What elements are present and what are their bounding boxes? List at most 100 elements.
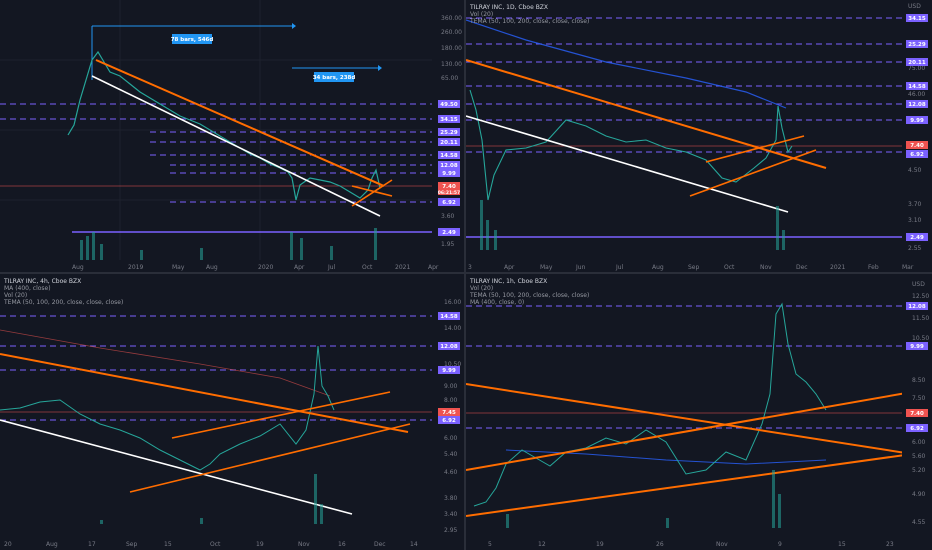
svg-text:4.90: 4.90	[912, 491, 926, 498]
svg-text:9.99: 9.99	[910, 118, 924, 124]
indicator-vol[interactable]: Vol (20)	[470, 11, 494, 18]
time-axis[interactable]: 20 Aug 17 Sep 15 Oct 19 Nov 16 Dec 14	[4, 541, 418, 548]
svg-text:3.70: 3.70	[908, 201, 922, 208]
measure-tool-2[interactable]: 34 bars, 238d	[292, 65, 382, 82]
indicator-tema[interactable]: TEMA (50, 100, 200, close, close, close)	[470, 18, 590, 25]
level-tags: 49.50 34.15 25.29 20.11 14.58 12.08 9.99…	[438, 100, 460, 236]
svg-text:3.40: 3.40	[444, 511, 458, 518]
svg-text:2019: 2019	[128, 264, 143, 271]
indicator-tema[interactable]: TEMA (50, 100, 200, close, close, close)	[470, 292, 590, 299]
svg-text:9.00: 9.00	[444, 383, 458, 390]
tema-line	[466, 19, 787, 109]
svg-text:7.50: 7.50	[912, 395, 926, 402]
chart-pane-4h[interactable]: 16.00 14.00 10.50 9.00 8.00 6.00 5.40 4.…	[0, 274, 464, 550]
chart-legend[interactable]: TILRAY INC, 1D, Cboe BZX Vol (20) TEMA (…	[470, 4, 589, 25]
svg-text:16.00: 16.00	[444, 299, 461, 306]
svg-text:12.08: 12.08	[908, 304, 926, 310]
price-series	[0, 345, 335, 471]
svg-text:9: 9	[778, 541, 782, 548]
time-axis[interactable]: 5 12 19 26 Nov 9 15 23	[488, 541, 894, 548]
level-tags: 14.58 12.08 9.99 7.45 6.92	[438, 312, 460, 424]
svg-text:2021: 2021	[395, 264, 410, 271]
svg-text:Aug: Aug	[652, 264, 664, 271]
svg-text:2.95: 2.95	[444, 527, 458, 534]
pane-divider-horizontal[interactable]	[0, 272, 932, 274]
svg-text:46.00: 46.00	[908, 91, 925, 98]
chart-canvas-4h[interactable]: 16.00 14.00 10.50 9.00 8.00 6.00 5.40 4.…	[0, 274, 464, 550]
svg-text:Oct: Oct	[724, 264, 735, 271]
svg-text:8.00: 8.00	[444, 397, 458, 404]
svg-text:9.99: 9.99	[442, 368, 456, 374]
svg-text:25.29: 25.29	[440, 130, 458, 136]
price-tick: 65.00	[441, 75, 458, 82]
svg-text:25.29: 25.29	[908, 42, 926, 48]
svg-text:14.58: 14.58	[440, 153, 458, 159]
chart-pane-weekly[interactable]: 78 bars, 546d 34 bars, 238d	[0, 0, 464, 272]
chart-pane-daily[interactable]: USD 75.00 46.00 4.50 3.70 3.10 2.55 34.1…	[466, 0, 932, 272]
svg-text:6.00: 6.00	[444, 435, 458, 442]
svg-text:10.50: 10.50	[444, 361, 461, 368]
price-axis[interactable]: USD 12.50 11.50 10.50 8.50 7.50 6.00 5.6…	[902, 274, 932, 536]
svg-text:06:21:57: 06:21:57	[438, 190, 460, 196]
svg-text:14.58: 14.58	[908, 84, 926, 90]
current-price-tag: 7.40	[442, 184, 456, 190]
svg-text:USD: USD	[912, 281, 925, 288]
svg-text:Jul: Jul	[327, 264, 336, 271]
pane-divider-vertical[interactable]	[464, 0, 466, 550]
svg-text:4.50: 4.50	[908, 167, 922, 174]
horizontal-levels	[0, 103, 432, 233]
indicator-vol[interactable]: Vol (20)	[4, 292, 28, 299]
svg-text:12.08: 12.08	[440, 163, 458, 169]
svg-text:20: 20	[4, 541, 12, 548]
svg-text:19: 19	[256, 541, 264, 548]
svg-text:Nov: Nov	[716, 541, 728, 548]
price-tick: 1.95	[441, 241, 455, 248]
horizontal-levels	[466, 305, 902, 429]
volume-bars	[480, 200, 785, 250]
svg-text:2020: 2020	[258, 264, 273, 271]
chart-legend[interactable]: TILRAY INC, 1h, Cboe BZX Vol (20) TEMA (…	[470, 278, 589, 306]
time-axis[interactable]: 3 Apr May Jun Jul Aug Sep Oct Nov Dec 20…	[468, 264, 914, 271]
time-axis[interactable]: Aug 2019 May Aug 2020 Apr Jul Oct 2021 A…	[72, 264, 439, 271]
svg-text:10.50: 10.50	[912, 335, 929, 342]
chart-canvas-weekly[interactable]: 78 bars, 546d 34 bars, 238d	[0, 0, 464, 272]
horizontal-levels	[466, 17, 902, 238]
price-tick: 3.60	[441, 213, 455, 220]
measure-label-1: 78 bars, 546d	[171, 37, 214, 43]
chart-canvas-daily[interactable]: USD 75.00 46.00 4.50 3.70 3.10 2.55 34.1…	[466, 0, 932, 272]
indicator-ma[interactable]: MA (400, close)	[4, 285, 51, 292]
horizontal-levels	[0, 315, 432, 421]
svg-text:Oct: Oct	[362, 264, 373, 271]
svg-text:12.08: 12.08	[440, 344, 458, 350]
chart-pane-1h[interactable]: USD 12.50 11.50 10.50 8.50 7.50 6.00 5.6…	[466, 274, 932, 550]
svg-text:19: 19	[596, 541, 604, 548]
svg-text:23: 23	[886, 541, 894, 548]
indicator-vol[interactable]: Vol (20)	[470, 285, 494, 292]
measure-tool-1[interactable]: 78 bars, 546d	[91, 23, 296, 80]
svg-text:14.58: 14.58	[440, 314, 458, 320]
price-series	[469, 89, 793, 201]
svg-text:2021: 2021	[830, 264, 845, 271]
price-tick: 180.00	[441, 45, 462, 52]
indicator-ma[interactable]: MA (400, close, 0)	[470, 299, 525, 306]
chart-legend[interactable]: TILRAY INC, 4h, Cboe BZX MA (400, close)…	[4, 278, 123, 306]
chart-canvas-1h[interactable]: USD 12.50 11.50 10.50 8.50 7.50 6.00 5.6…	[466, 274, 932, 550]
price-tick: 260.00	[441, 29, 462, 36]
svg-text:6.92: 6.92	[442, 418, 456, 424]
svg-text:Nov: Nov	[298, 541, 310, 548]
svg-text:26: 26	[656, 541, 664, 548]
symbol-title[interactable]: TILRAY INC, 4h, Cboe BZX	[4, 278, 82, 285]
price-axis[interactable]: USD 75.00 46.00 4.50 3.70 3.10 2.55	[902, 0, 932, 260]
symbol-title[interactable]: TILRAY INC, 1D, Cboe BZX	[470, 4, 549, 11]
svg-text:Aug: Aug	[72, 264, 84, 271]
indicator-tema[interactable]: TEMA (50, 100, 200, close, close, close)	[4, 299, 124, 306]
symbol-title[interactable]: TILRAY INC, 1h, Cboe BZX	[470, 278, 548, 285]
trendlines	[91, 59, 393, 217]
svg-text:6.92: 6.92	[442, 200, 456, 206]
svg-text:3.10: 3.10	[908, 217, 922, 224]
svg-text:5.40: 5.40	[444, 451, 458, 458]
svg-text:5.20: 5.20	[912, 467, 926, 474]
svg-text:Mar: Mar	[902, 264, 914, 271]
svg-text:Aug: Aug	[206, 264, 218, 271]
price-tick: 360.00	[441, 15, 462, 22]
